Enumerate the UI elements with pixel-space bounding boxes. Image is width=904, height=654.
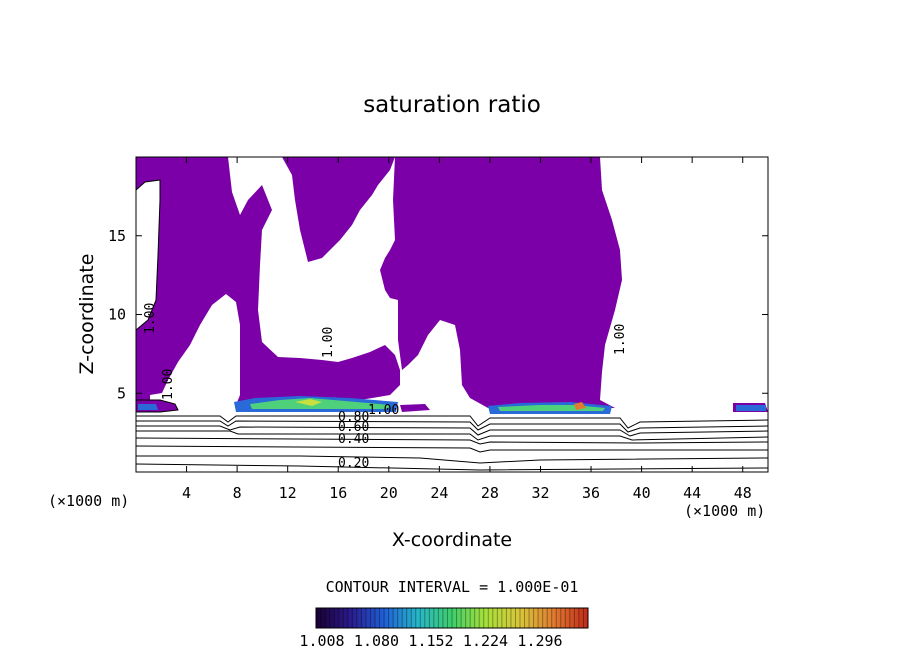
contour-field [136, 157, 768, 471]
x-tick-label: 16 [329, 484, 347, 502]
x-tick-label: 20 [380, 484, 398, 502]
contour-label: 1.00 [161, 369, 176, 400]
supersaturated-region-central [282, 157, 395, 262]
colorbar-tick-label: 1.296 [517, 632, 562, 650]
x-tick-label: 48 [734, 484, 752, 502]
y-tick-label: 10 [108, 306, 126, 324]
x-tick-label: 40 [633, 484, 651, 502]
colorbar-tick-label: 1.152 [408, 632, 453, 650]
x-unit-label-left: (×1000 m) [48, 492, 129, 510]
contour-label: 1.00 [368, 403, 399, 418]
x-tick-label: 44 [683, 484, 701, 502]
high-ratio-spot [574, 402, 586, 410]
y-axis: 5 10 15 [108, 227, 768, 402]
supersaturated-region-left-top [136, 157, 200, 178]
y-tick-label: 15 [108, 227, 126, 245]
x-unit-label-right: (×1000 m) [684, 502, 765, 520]
x-tick-label: 28 [481, 484, 499, 502]
contour-label: 0.80 [338, 410, 369, 425]
contour-label: 1.00 [143, 303, 158, 334]
contour-label-group: 0.20 0.40 0.60 0.80 1.00 1.00 1.00 1.00 … [143, 303, 628, 471]
contour-label: 1.00 [321, 327, 336, 358]
x-axis-title: X-coordinate [392, 529, 512, 551]
contour-label: 1.00 [613, 324, 628, 355]
x-tick-label: 36 [582, 484, 600, 502]
colorbar-ticks: 1.008 1.080 1.152 1.224 1.296 [299, 608, 584, 650]
contour-label: 0.40 [338, 432, 369, 447]
supersaturated-region-center-low [400, 404, 430, 412]
contour-interval-label: CONTOUR INTERVAL = 1.000E-01 [326, 578, 579, 596]
colorbar-tick-label: 1.080 [354, 632, 399, 650]
supersaturated-region-core [380, 157, 622, 408]
x-tick-label: 4 [182, 484, 191, 502]
colorbar-tick-label: 1.008 [299, 632, 344, 650]
supersaturated-region [136, 157, 400, 405]
subsaturated-pocket [136, 179, 161, 331]
colorbar [315, 607, 589, 629]
x-tick-label: 12 [279, 484, 297, 502]
high-ratio-band-left-yellow [295, 399, 322, 406]
contour-lines [136, 399, 768, 471]
contour-label: 0.60 [338, 420, 369, 435]
x-tick-label: 8 [233, 484, 242, 502]
contour-label: 0.20 [338, 456, 369, 471]
high-ratio-band-far-right [736, 405, 766, 411]
y-tick-label: 5 [117, 384, 126, 402]
colorbar-tick-label: 1.224 [463, 632, 508, 650]
high-ratio-band-left-green [250, 398, 390, 409]
chart-title: saturation ratio [363, 92, 541, 118]
x-tick-label: 32 [531, 484, 549, 502]
y-axis-title: Z-coordinate [76, 254, 98, 375]
high-ratio-band-far-left [138, 404, 158, 410]
x-axis: 4 8 12 16 20 24 28 32 36 40 44 48 [182, 157, 752, 502]
x-tick-label: 24 [430, 484, 448, 502]
